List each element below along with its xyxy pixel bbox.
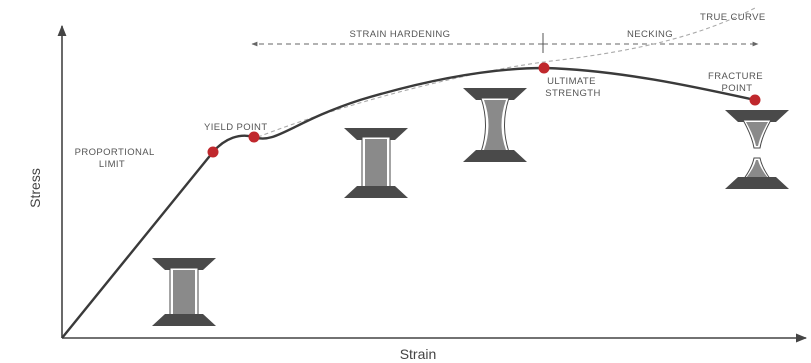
specimen-yield: [344, 128, 408, 198]
true-curve-label: TRUE CURVE: [700, 12, 766, 23]
yield-point-marker: [248, 131, 260, 143]
y-axis-label: Stress: [27, 168, 43, 208]
specimen-elastic: [152, 258, 216, 326]
x-axis-label: Strain: [400, 346, 437, 362]
fracture-point-label: FRACTURE POINT: [708, 71, 766, 94]
specimen-fracture: [725, 110, 789, 189]
ultimate-strength-label: ULTIMATE STRENGTH: [545, 76, 600, 99]
fracture-point-marker: [749, 94, 761, 106]
proportional-limit-label: PROPORTIONAL LIMIT: [75, 147, 158, 170]
necking-label: NECKING: [627, 29, 673, 40]
stress-strain-curve: [61, 66, 756, 339]
strain-hardening-label: STRAIN HARDENING: [350, 29, 451, 40]
specimen-necking: [463, 88, 527, 162]
true-curve-line: [257, 7, 756, 138]
proportional-limit-point: [207, 146, 219, 158]
yield-point-label: YIELD POINT: [204, 122, 268, 133]
ultimate-strength-point: [538, 62, 550, 74]
